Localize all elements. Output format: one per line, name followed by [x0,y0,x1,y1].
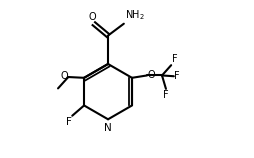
Text: N: N [104,123,112,133]
Text: O: O [148,70,155,80]
Text: O: O [89,12,96,22]
Text: F: F [174,71,180,81]
Text: F: F [163,90,169,100]
Text: F: F [172,54,178,64]
Text: F: F [66,117,71,127]
Text: O: O [60,71,68,81]
Text: NH$_2$: NH$_2$ [125,8,145,22]
